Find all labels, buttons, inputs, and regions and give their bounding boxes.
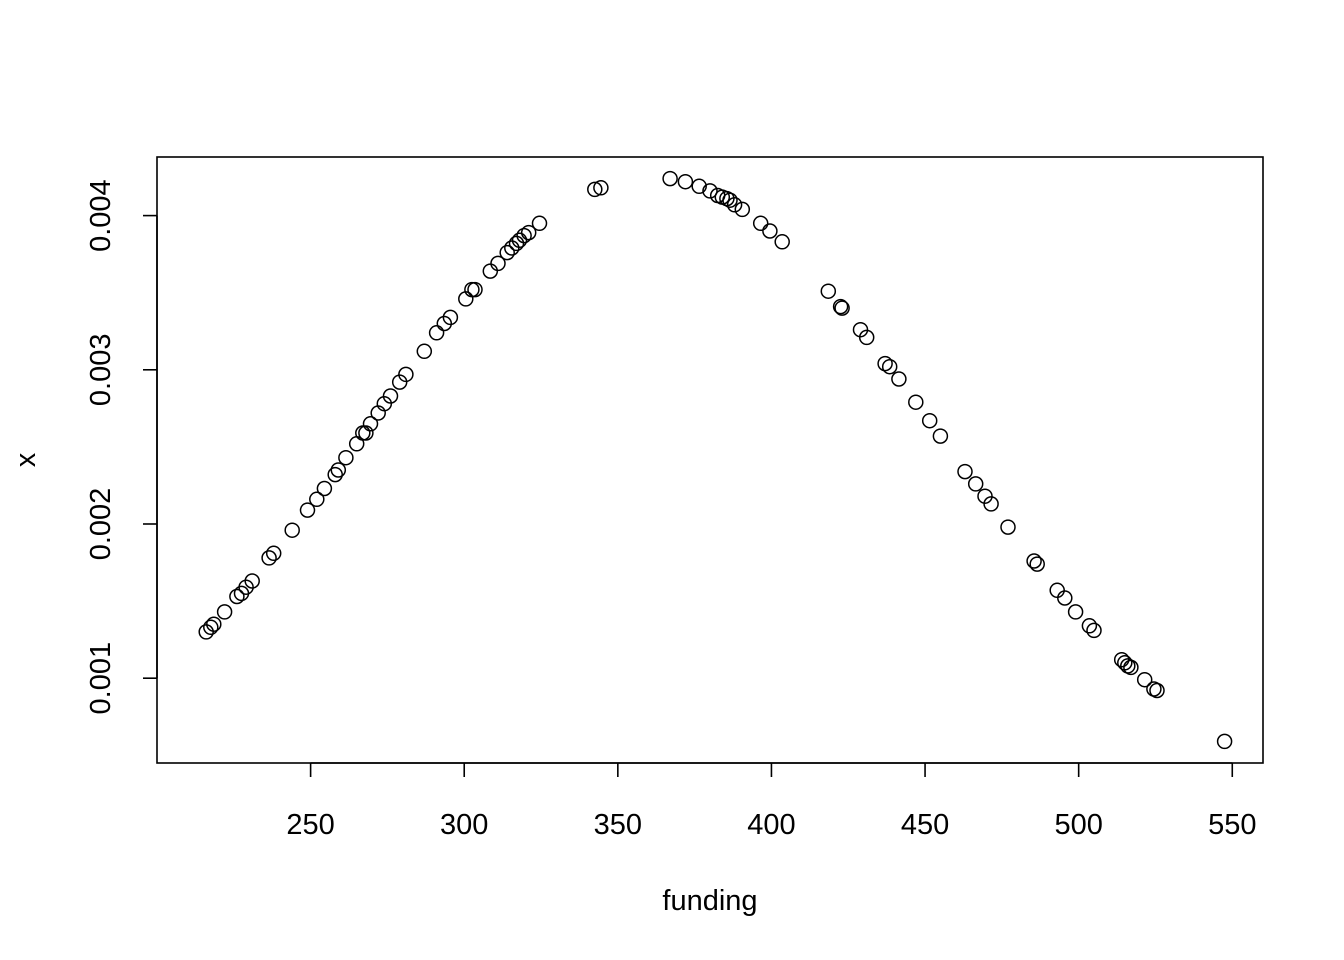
data-point	[1136, 671, 1153, 688]
data-point	[330, 462, 347, 478]
data-point	[662, 170, 678, 187]
x-tick-label: 350	[594, 809, 642, 841]
data-point	[261, 550, 277, 566]
data-point	[774, 234, 790, 250]
data-point	[593, 180, 609, 196]
data-point	[382, 388, 399, 404]
data-point	[1149, 682, 1165, 699]
data-point	[881, 358, 898, 375]
x-tick-label: 550	[1208, 809, 1256, 841]
data-point	[516, 227, 532, 244]
data-point	[834, 300, 850, 316]
data-point	[398, 366, 414, 383]
data-point	[1086, 622, 1102, 639]
data-point	[229, 588, 245, 605]
data-point	[216, 604, 233, 620]
x-axis: 250 300 350 400 450 500 550	[286, 762, 1256, 841]
data-point	[702, 183, 718, 199]
data-point	[858, 329, 875, 346]
data-point	[762, 223, 778, 239]
data-point	[490, 255, 506, 272]
data-point	[244, 573, 260, 589]
x-axis-title: funding	[662, 885, 757, 917]
data-point	[511, 232, 528, 249]
y-tick-label: 0.002	[85, 488, 117, 561]
data-point	[726, 197, 743, 213]
data-point	[957, 463, 973, 480]
data-point	[467, 281, 483, 298]
data-point	[265, 545, 282, 562]
data-point	[752, 215, 769, 232]
x-tick-label: 500	[1054, 809, 1102, 841]
y-tick-label: 0.001	[85, 642, 117, 715]
data-point	[977, 488, 993, 504]
data-point	[1000, 519, 1016, 535]
data-point	[520, 224, 537, 241]
data-point	[908, 394, 924, 410]
data-point	[358, 425, 374, 441]
y-axis-title: x	[10, 452, 42, 467]
data-point	[299, 502, 316, 518]
data-point	[983, 496, 999, 512]
y-axis: 0.001 0.002 0.003 0.004	[85, 179, 158, 715]
y-tick-label: 0.003	[85, 334, 117, 407]
y-tick-label: 0.004	[85, 179, 117, 252]
data-point	[691, 178, 707, 195]
data-point	[327, 466, 343, 483]
data-point	[932, 428, 949, 444]
data-point	[316, 480, 333, 497]
data-point	[1026, 553, 1042, 569]
data-point	[1123, 659, 1139, 676]
data-point	[206, 616, 222, 632]
data-point	[1216, 733, 1233, 750]
data-point	[1081, 618, 1098, 634]
data-point	[820, 283, 837, 299]
x-tick-label: 250	[286, 809, 334, 841]
x-tick-label: 400	[747, 809, 795, 841]
data-point	[338, 449, 354, 466]
data-point	[921, 412, 938, 429]
x-tick-label: 450	[901, 809, 949, 841]
data-point	[203, 619, 219, 636]
points-layer	[198, 170, 1233, 750]
data-point	[531, 215, 548, 232]
data-point	[832, 298, 849, 315]
data-point	[428, 325, 445, 341]
data-point	[891, 371, 907, 387]
data-point	[722, 192, 738, 208]
x-tick-label: 300	[440, 809, 488, 841]
data-point	[1057, 590, 1073, 606]
data-point	[677, 173, 694, 190]
data-point	[967, 476, 984, 492]
data-point	[416, 343, 433, 360]
data-point	[587, 181, 603, 198]
data-point	[499, 244, 515, 261]
data-point	[1067, 604, 1084, 620]
data-point	[309, 491, 325, 508]
data-point	[362, 416, 379, 432]
data-point	[284, 522, 300, 538]
data-point	[1029, 556, 1045, 572]
data-point	[877, 355, 893, 372]
data-point	[734, 201, 751, 218]
data-point	[442, 309, 459, 326]
data-point	[436, 315, 453, 332]
